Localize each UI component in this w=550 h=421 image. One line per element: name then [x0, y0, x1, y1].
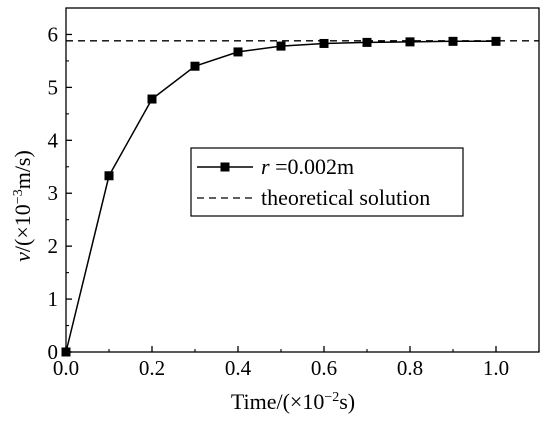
data-point	[405, 37, 415, 47]
legend-label-series: r =0.002m	[261, 154, 354, 179]
legend-label-theoretical: theoretical solution	[261, 185, 430, 210]
series-layer	[61, 36, 539, 357]
data-point	[147, 94, 157, 104]
data-point	[448, 36, 458, 46]
y-tick-label: 1	[48, 287, 59, 311]
y-tick-label: 3	[48, 181, 59, 205]
plot-frame	[65, 7, 540, 353]
y-axis-label: v/(×10−3m/s)	[10, 150, 35, 262]
axes: 0.0 0.2 0.4 0.6 0.8 1.0 0 1 2 3 4 5 6	[48, 7, 540, 380]
y-tick-label: 4	[48, 128, 59, 152]
x-tick-label: 0.2	[139, 356, 165, 380]
x-tick-label: 0.8	[397, 356, 423, 380]
legend-box	[190, 147, 464, 217]
y-tick-label: 5	[48, 75, 59, 99]
legend-swatch-marker	[220, 162, 230, 172]
data-point	[491, 36, 501, 46]
x-tick-label: 1.0	[483, 356, 509, 380]
y-tick-label: 2	[48, 234, 59, 258]
x-tick-label: 0.6	[311, 356, 337, 380]
data-point	[104, 171, 114, 181]
y-tick-label: 0	[48, 340, 59, 364]
data-point	[276, 41, 286, 51]
x-axis-label: Time/(×10−2s)	[231, 389, 355, 414]
x-tick-label: 0.4	[225, 356, 252, 380]
y-tick-label: 6	[48, 22, 59, 46]
x-tick-label: 0.0	[53, 356, 79, 380]
data-point	[61, 347, 71, 357]
legend: r =0.002m theoretical solution	[190, 147, 464, 217]
data-point	[319, 38, 329, 48]
data-point	[362, 37, 372, 47]
data-point	[233, 47, 243, 57]
data-point	[190, 61, 200, 71]
